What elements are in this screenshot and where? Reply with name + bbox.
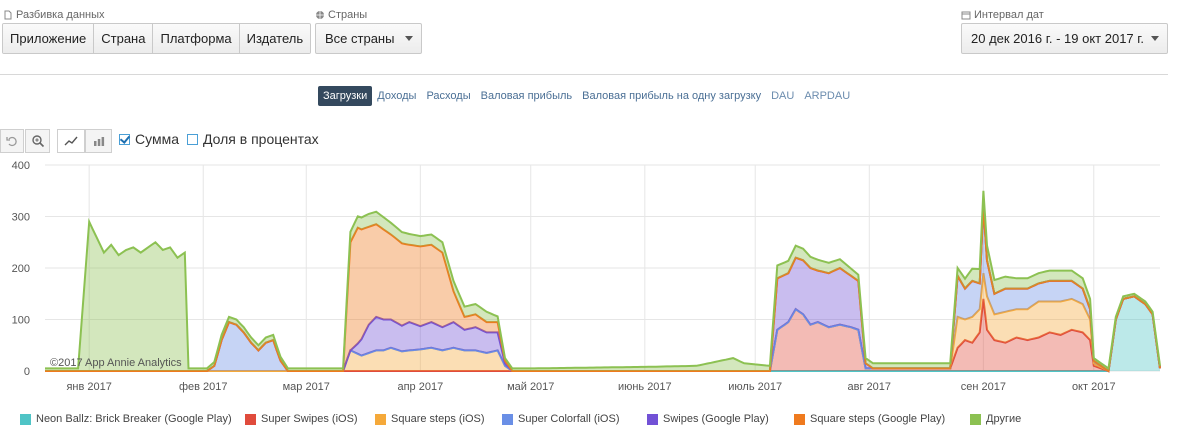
date-range-value: 20 дек 2016 г. - 19 окт 2017 г.	[971, 31, 1145, 46]
legend-item-square-steps-gp[interactable]: Square steps (Google Play)	[794, 413, 970, 425]
tab-arpdau[interactable]: ARPDAU	[804, 90, 851, 102]
undo-icon	[6, 136, 17, 147]
line-series-6	[45, 190, 1161, 371]
chevron-down-icon	[405, 36, 413, 41]
legend-swatch	[794, 413, 805, 425]
line-series-5	[45, 206, 1161, 373]
y-tick-label: 300	[12, 212, 30, 224]
y-tick-label: 100	[12, 315, 30, 327]
legend-item-super-colorfall-ios[interactable]: Super Colorfall (iOS)	[502, 413, 647, 425]
x-tick-label: мар 2017	[283, 381, 330, 393]
downloads-stacked-area-chart: 0 100 200 300 400 янв 2017 фев 2017 мар 2017 апр…	[12, 160, 1161, 393]
breakdown-app-button[interactable]: Приложение	[3, 24, 95, 53]
zoom-icon	[31, 135, 44, 148]
x-tick-label: май 2017	[507, 381, 554, 393]
breakdown-publisher-button[interactable]: Издатель	[239, 24, 311, 53]
tab-dau[interactable]: DAU	[771, 90, 795, 102]
x-tick-label: фев 2017	[179, 381, 228, 393]
tab-gross-profit[interactable]: Валовая прибыль	[480, 90, 573, 102]
bar-chart-button[interactable]	[85, 129, 112, 153]
x-tick-label: июнь 2017	[618, 381, 672, 393]
legend-swatch	[375, 413, 386, 425]
sum-checkbox[interactable]: Сумма	[119, 131, 179, 147]
legend-item-square-steps-ios[interactable]: Square steps (iOS)	[375, 413, 502, 425]
x-tick-label: апр 2017	[397, 381, 443, 393]
zoom-button[interactable]	[25, 129, 50, 153]
breakdown-label-text: Разбивка данных	[16, 9, 105, 21]
countries-select[interactable]: Все страны	[315, 23, 422, 54]
area-series-1	[45, 296, 1160, 371]
checkbox-unchecked-icon	[187, 133, 198, 145]
x-tick-label: авг 2017	[848, 381, 892, 393]
metric-tabs: Загрузки Доходы Расходы Валовая прибыль …	[318, 86, 855, 106]
legend-item-super-swipes-ios[interactable]: Super Swipes (iOS)	[245, 413, 375, 425]
area-series-6	[45, 190, 1160, 371]
reset-zoom-button[interactable]	[0, 129, 24, 153]
legend-label: Другие	[986, 413, 1022, 425]
x-tick-label: окт 2017	[1072, 381, 1116, 393]
legend-item-other[interactable]: Другие	[970, 413, 1021, 425]
x-tick-label: июль 2017	[728, 381, 782, 393]
legend-swatch	[970, 413, 981, 425]
x-tick-label: сен 2017	[961, 381, 1006, 393]
tab-expenses[interactable]: Расходы	[426, 90, 471, 102]
legend-label: Swipes (Google Play)	[663, 413, 769, 425]
calendar-icon	[961, 11, 971, 20]
divider	[0, 74, 1168, 75]
document-icon	[4, 10, 12, 20]
breakdown-country-button[interactable]: Страна	[94, 24, 154, 53]
countries-label-text: Страны	[328, 9, 368, 21]
y-tick-label: 200	[12, 263, 30, 275]
legend-label: Neon Ballz: Brick Breaker (Google Play)	[36, 413, 232, 425]
globe-icon	[316, 11, 324, 19]
tab-revenue[interactable]: Доходы	[377, 90, 417, 102]
legend-swatch	[245, 413, 256, 425]
legend-swatch	[647, 413, 658, 425]
bar-chart-icon	[93, 137, 104, 146]
legend-item-swipes-gp[interactable]: Swipes (Google Play)	[647, 413, 794, 425]
watermark: ©2017 App Annie Analytics	[50, 357, 182, 369]
tab-downloads[interactable]: Загрузки	[318, 86, 373, 106]
percent-checkbox[interactable]: Доля в процентах	[187, 131, 319, 147]
countries-label: Страны	[315, 9, 367, 21]
legend-label: Square steps (iOS)	[391, 413, 485, 425]
legend-label: Super Swipes (iOS)	[261, 413, 358, 425]
legend-label: Square steps (Google Play)	[810, 413, 946, 425]
legend-item-neon-ballz[interactable]: Neon Ballz: Brick Breaker (Google Play)	[20, 413, 245, 425]
sum-checkbox-label: Сумма	[135, 131, 179, 147]
date-range-label: Интервал дат	[961, 9, 1044, 21]
line-chart-button[interactable]	[57, 129, 85, 153]
legend-swatch	[20, 413, 31, 425]
breakdown-button-group: Приложение Страна Платформа Издатель	[2, 23, 312, 54]
breakdown-label: Разбивка данных	[3, 9, 105, 21]
checkbox-checked-icon	[119, 133, 130, 145]
legend-label: Super Colorfall (iOS)	[518, 413, 620, 425]
chart-legend: Neon Ballz: Brick Breaker (Google Play) …	[20, 413, 1021, 425]
breakdown-platform-button[interactable]: Платформа	[153, 24, 240, 53]
line-chart-icon	[64, 136, 78, 146]
chevron-down-icon	[1151, 36, 1159, 41]
date-range-select[interactable]: 20 дек 2016 г. - 19 окт 2017 г.	[961, 23, 1168, 54]
percent-checkbox-label: Доля в процентах	[203, 131, 319, 147]
legend-swatch	[502, 413, 513, 425]
y-tick-label: 400	[12, 160, 30, 172]
tab-gross-profit-per-download[interactable]: Валовая прибыль на одну загрузку	[582, 90, 762, 102]
date-range-label-text: Интервал дат	[974, 9, 1044, 21]
countries-select-value: Все страны	[325, 31, 395, 46]
y-tick-label: 0	[24, 366, 30, 378]
x-tick-label: янв 2017	[66, 381, 111, 393]
